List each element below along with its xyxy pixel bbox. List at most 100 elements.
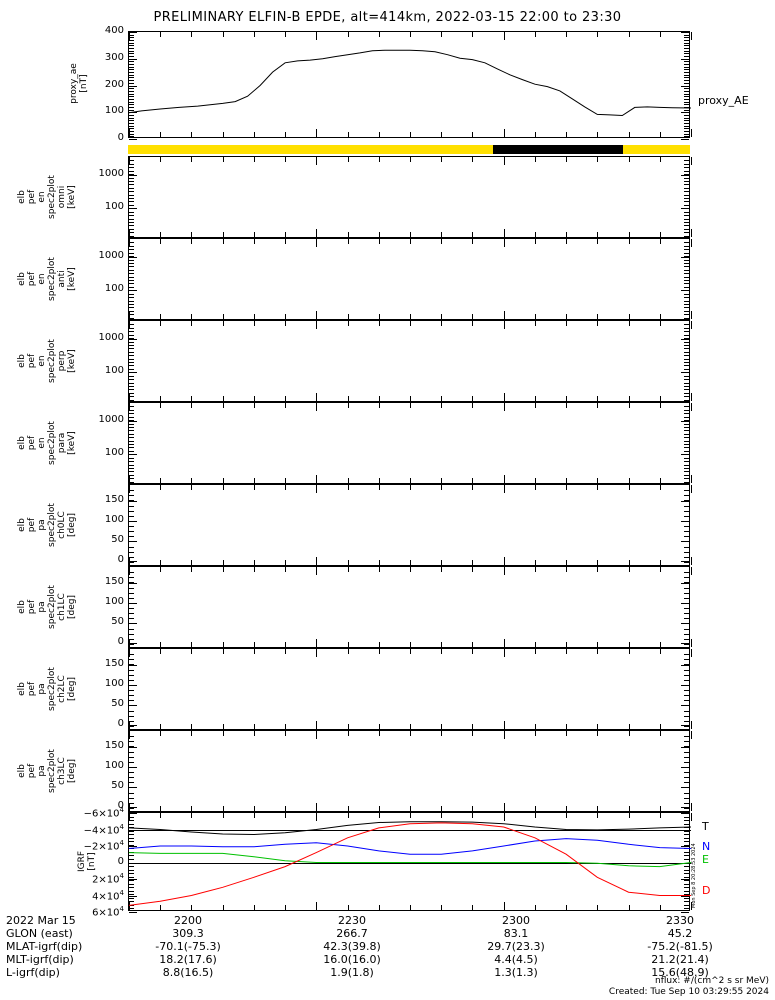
pa-ytick-7-100: 100: [104, 760, 124, 771]
proxy-ae-plot-area: [128, 31, 692, 140]
spec-ytick-1-1000: 1000: [98, 250, 124, 261]
row-value: 309.3: [172, 927, 204, 940]
igrf-trace-D: [129, 822, 691, 906]
panel-ylabel-0: elb pef en spec2plot omni [keV]: [17, 175, 77, 219]
status-bar-segment-1: [493, 145, 623, 154]
row-value: 1.9(1.8): [330, 966, 374, 979]
row-value: 83.1: [503, 927, 529, 940]
row-value: -75.2(-81.5): [647, 940, 713, 953]
spec-ytick-3-1000: 1000: [98, 414, 124, 425]
spec-ytick-1-100: 100: [104, 283, 124, 294]
row-value: 2330: [666, 914, 694, 927]
energy-spectrogram-0: [128, 156, 692, 238]
pa-ytick-4-0: 0: [117, 554, 124, 565]
row-value: 15.6(48.9): [651, 966, 709, 979]
panel-ylabel-4: elb pef pa spec2plot ch0LC [deg]: [17, 503, 77, 547]
proxy-ytick-400: 400: [104, 25, 124, 36]
row-value: 1.3(1.3): [494, 966, 538, 979]
proxy-ytick-200: 200: [104, 79, 124, 90]
row-value: 2230: [338, 914, 366, 927]
pa-ytick-5-100: 100: [104, 596, 124, 607]
igrf-trace-N: [129, 838, 691, 855]
energy-spectrogram-1: [128, 238, 692, 320]
igrf-ytick-1: 4×104: [92, 889, 124, 903]
pa-ytick-7-50: 50: [111, 780, 124, 791]
igrf-trace-T: [129, 821, 691, 836]
proxy-ytick-100: 100: [104, 105, 124, 116]
row-value: 18.2(17.6): [159, 953, 217, 966]
spec-ytick-2-100: 100: [104, 365, 124, 376]
igrf-ytick-6: −6×104: [83, 806, 124, 820]
igrf-ytick-2: 2×104: [92, 872, 124, 886]
pitchangle-spectrogram-4: [128, 484, 692, 566]
spec-ytick-0-1000: 1000: [98, 168, 124, 179]
pa-ytick-5-0: 0: [117, 636, 124, 647]
status-bar-segment-0: [128, 145, 494, 154]
igrf-edge-timestamp: Mon Sep 8 20:28:53 2024: [691, 843, 697, 908]
pa-ytick-6-0: 0: [117, 718, 124, 729]
row-label: 2022 Mar 15: [6, 914, 76, 927]
proxy-ae-trace: [129, 49, 691, 117]
spec-ytick-2-1000: 1000: [98, 332, 124, 343]
row-value: -70.1(-75.3): [155, 940, 221, 953]
proxy-ytick-0: 0: [117, 132, 124, 143]
page-title: PRELIMINARY ELFIN-B EPDE, alt=414km, 202…: [153, 10, 622, 25]
ephemeris-table: 2022 Mar 15 2200 2230 2300 2330 GLON (east) 30…: [6, 914, 762, 979]
igrf-legend-T: T: [702, 820, 709, 833]
row-label: MLAT-igrf(dip): [6, 940, 83, 953]
proxy-ae-right-label: proxy_AE: [698, 94, 749, 107]
proxy-ytick-300: 300: [104, 52, 124, 63]
footer-line2: Created: Tue Sep 10 03:29:55 2024: [608, 987, 769, 997]
pitchangle-spectrogram-5: [128, 566, 692, 648]
igrf-legend-D: D: [702, 884, 711, 897]
pa-ytick-4-100: 100: [104, 514, 124, 525]
pa-ytick-6-100: 100: [104, 678, 124, 689]
row-value: 2300: [502, 914, 530, 927]
ephemeris-table-inner: 2022 Mar 15 2200 2230 2300 2330 GLON (east) 30…: [6, 914, 762, 979]
row-label: GLON (east): [6, 927, 73, 940]
row-value: 29.7(23.3): [487, 940, 545, 953]
proxy-ae-ylabel: proxy_ae [nT]: [69, 63, 89, 104]
pa-ytick-6-50: 50: [111, 698, 124, 709]
igrf-legend-N: N: [702, 840, 711, 853]
row-value: 8.8(16.5): [162, 966, 214, 979]
pa-ytick-4-50: 50: [111, 534, 124, 545]
panel-ylabel-6: elb pef pa spec2plot ch2LC [deg]: [17, 667, 77, 711]
row-label: L-igrf(dip): [6, 966, 60, 979]
table-row: L-igrf(dip) 8.8(16.5) 1.9(1.8) 1.3(1.3) 15.6…: [6, 966, 762, 979]
igrf-plot-area: [128, 812, 692, 913]
igrf-ytick-5: −4×104: [83, 823, 124, 837]
row-value: 266.7: [336, 927, 368, 940]
pa-ytick-6-150: 150: [104, 658, 124, 669]
row-label: MLT-igrf(dip): [6, 953, 74, 966]
igrf-legend-E: E: [702, 853, 709, 866]
energy-spectrogram-3: [128, 402, 692, 484]
spec-ytick-3-100: 100: [104, 447, 124, 458]
pa-ytick-4-150: 150: [104, 494, 124, 505]
igrf-ytick-3: 0: [117, 856, 124, 867]
igrf-ylabel: IGRF [nT]: [77, 850, 97, 873]
energy-spectrogram-2: [128, 320, 692, 402]
pa-ytick-7-150: 150: [104, 740, 124, 751]
row-value: 45.2: [667, 927, 693, 940]
row-value: 42.3(39.8): [323, 940, 381, 953]
panel-ylabel-2: elb pef en spec2plot perp [keV]: [17, 339, 77, 383]
footer-line1: nflux: #/(cm^2 s sr MeV): [655, 976, 769, 986]
panel-ylabel-3: elb pef en spec2plot para [keV]: [17, 421, 77, 465]
igrf-ytick-0: 6×104: [92, 905, 124, 919]
table-row: MLT-igrf(dip) 18.2(17.6) 16.0(16.0) 4.4(4.5…: [6, 953, 762, 966]
pa-ytick-5-50: 50: [111, 616, 124, 627]
spec-ytick-0-100: 100: [104, 201, 124, 212]
table-row: GLON (east) 309.3 266.7 83.1 45.2: [6, 927, 762, 940]
table-row: 2022 Mar 15 2200 2230 2300 2330: [6, 914, 762, 927]
pa-ytick-7-0: 0: [117, 800, 124, 811]
igrf-ytick-4: −2×104: [83, 839, 124, 853]
igrf-trace-E: [129, 852, 691, 868]
pitchangle-spectrogram-7: [128, 730, 692, 812]
pitchangle-spectrogram-6: [128, 648, 692, 730]
row-value: 16.0(16.0): [323, 953, 381, 966]
table-row: MLAT-igrf(dip) -70.1(-75.3) 42.3(39.8) 29.7…: [6, 940, 762, 953]
row-value: 4.4(4.5): [494, 953, 538, 966]
row-value: 21.2(21.4): [651, 953, 709, 966]
panel-ylabel-1: elb pef en spec2plot anti [keV]: [17, 257, 77, 301]
